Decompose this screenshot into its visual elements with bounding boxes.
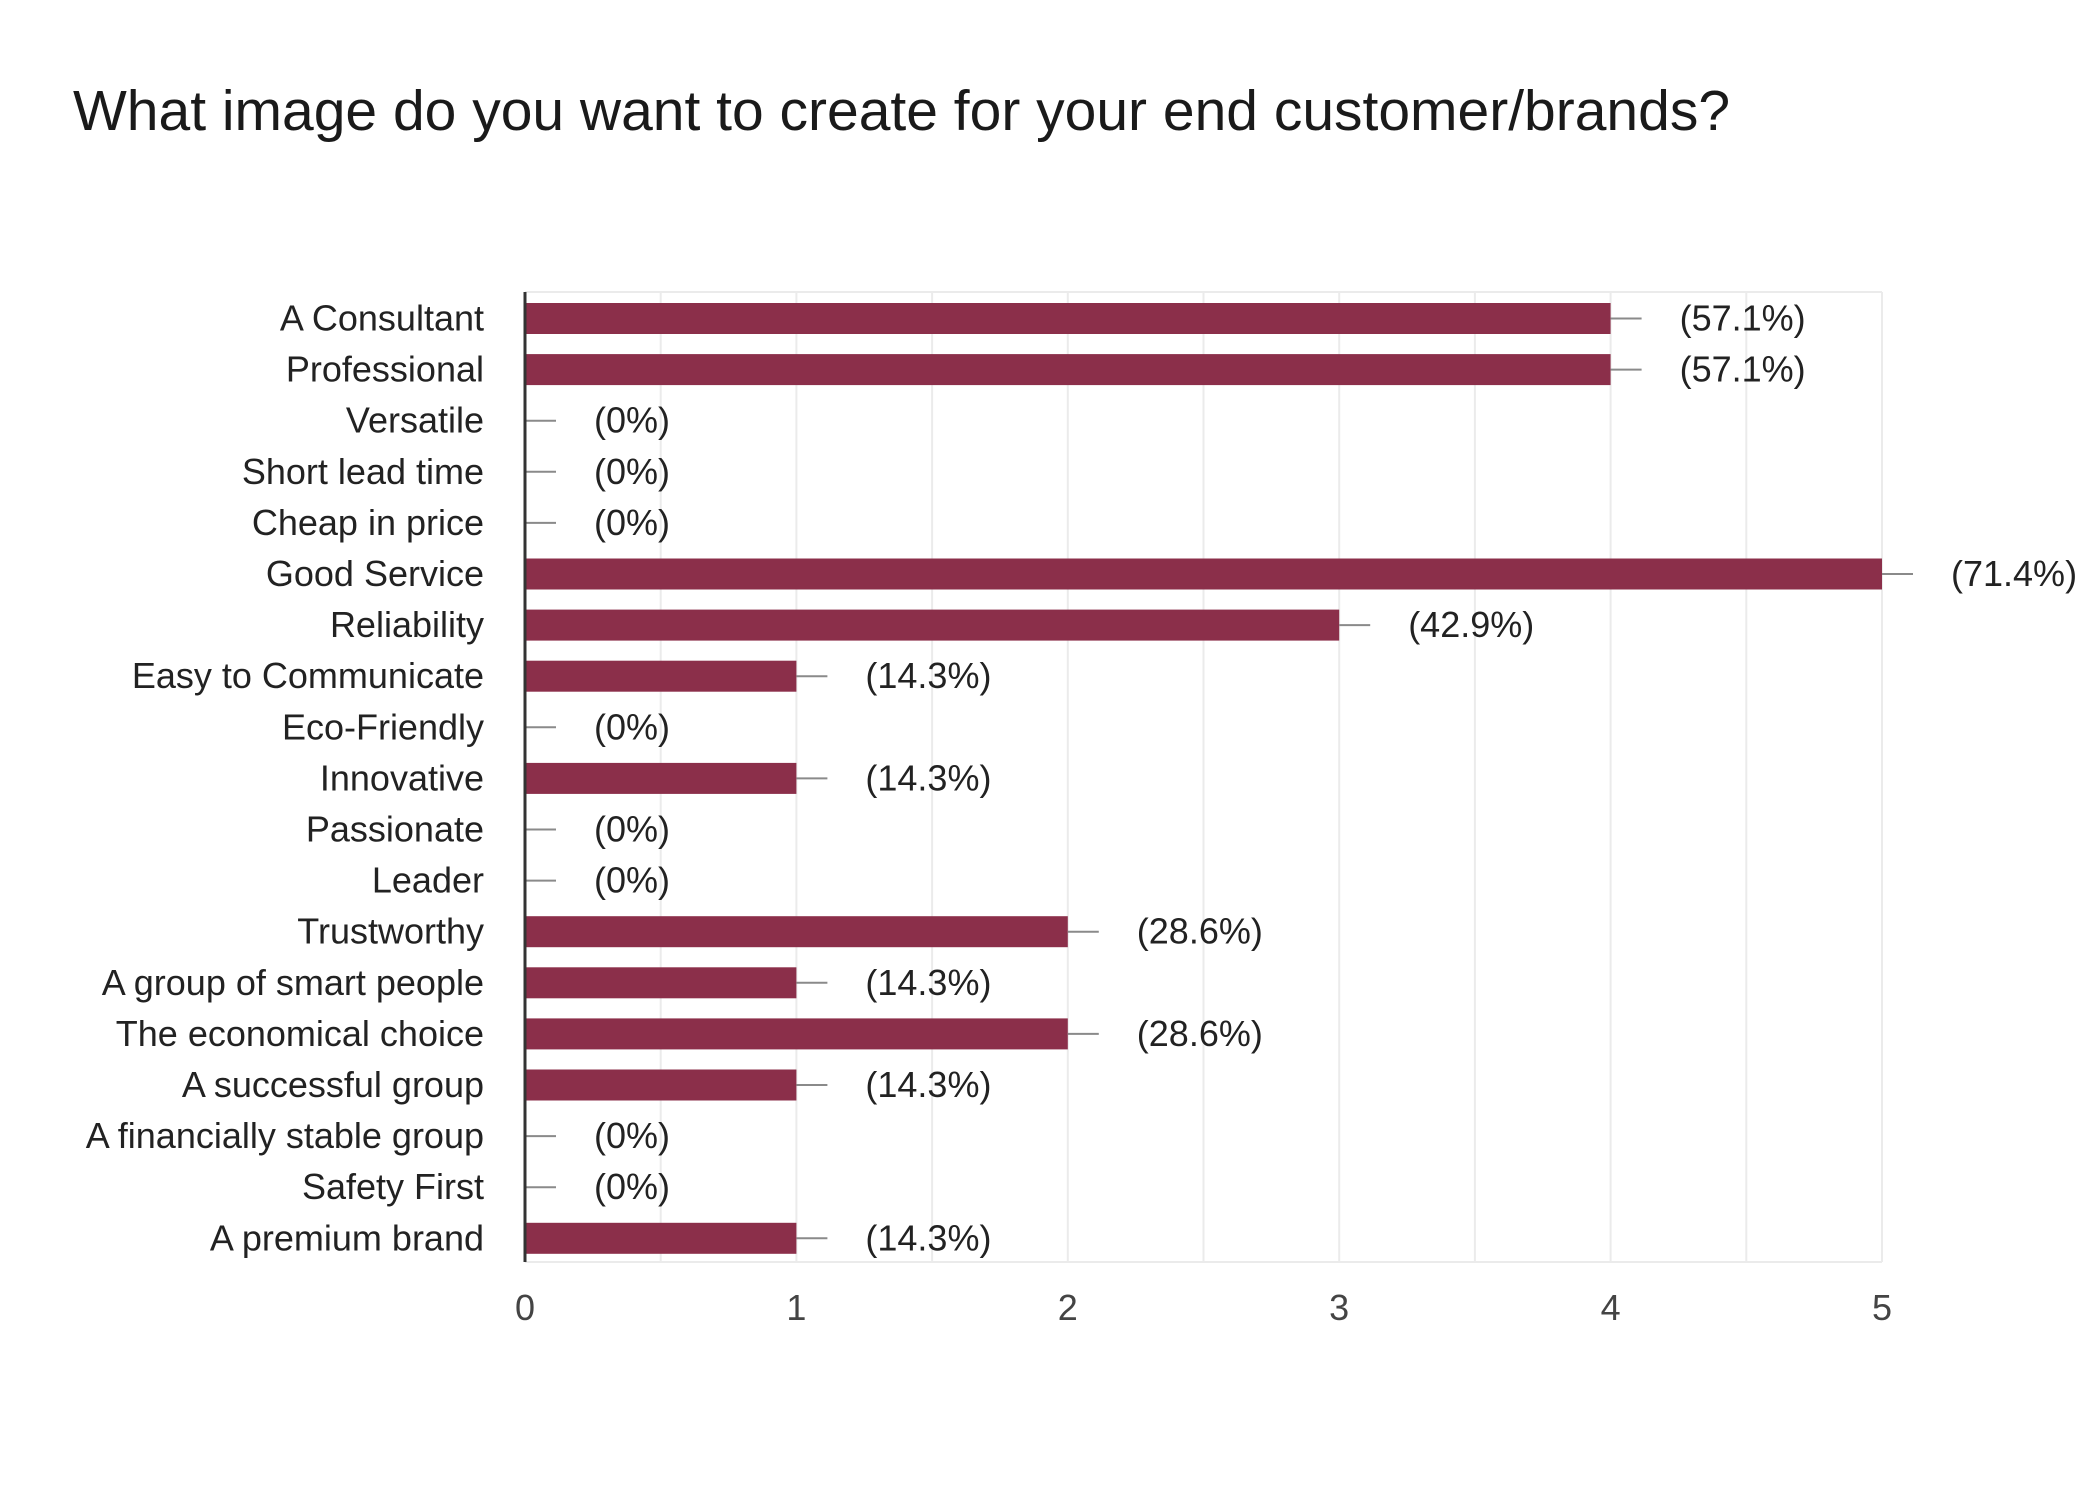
data-label: (0%): [594, 1166, 670, 1207]
data-label: (28.6%): [1137, 1013, 1263, 1054]
data-label: (42.9%): [1408, 604, 1534, 645]
data-label: (0%): [594, 706, 670, 747]
data-label: (57.1%): [1680, 298, 1806, 339]
x-tick-label: 0: [515, 1287, 535, 1328]
x-tick-label: 2: [1058, 1287, 1078, 1328]
bar: [525, 558, 1882, 590]
data-label: (0%): [594, 860, 670, 901]
category-label: Versatile: [346, 400, 484, 441]
bars: [525, 303, 1913, 1254]
category-label: A group of smart people: [102, 962, 484, 1003]
category-label: Trustworthy: [297, 911, 484, 952]
data-label: (14.3%): [865, 1217, 991, 1258]
category-label: A successful group: [182, 1064, 484, 1105]
bar: [525, 1018, 1068, 1050]
bar: [525, 609, 1340, 641]
category-label: Professional: [286, 349, 484, 390]
data-label: (0%): [594, 400, 670, 441]
category-label: Good Service: [266, 553, 484, 594]
data-label: (0%): [594, 451, 670, 492]
category-label: Short lead time: [242, 451, 484, 492]
category-label: A Consultant: [280, 298, 484, 339]
data-label: (57.1%): [1680, 349, 1806, 390]
category-label: Innovative: [320, 757, 484, 798]
chart-title: What image do you want to create for you…: [73, 79, 1731, 143]
bar: [525, 660, 797, 692]
category-label: Cheap in price: [252, 502, 484, 543]
data-label: (14.3%): [865, 655, 991, 696]
bar: [525, 1069, 797, 1101]
labels: (57.1%) A Consultant (57.1%) Professional (0…: [86, 298, 2077, 1259]
category-label: Reliability: [330, 604, 484, 645]
x-tick-label: 4: [1601, 1287, 1621, 1328]
data-label: (14.3%): [865, 1064, 991, 1105]
data-label: (71.4%): [1951, 553, 2077, 594]
category-label: Safety First: [302, 1166, 484, 1207]
data-label: (14.3%): [865, 757, 991, 798]
data-label: (0%): [594, 809, 670, 850]
bar: [525, 762, 797, 794]
x-tick-label: 1: [786, 1287, 806, 1328]
category-label: Eco-Friendly: [282, 706, 484, 747]
bar: [525, 354, 1611, 386]
category-label: A financially stable group: [86, 1115, 484, 1156]
bar: [525, 967, 797, 999]
category-label: Passionate: [306, 809, 484, 850]
data-label: (0%): [594, 502, 670, 543]
bar: [525, 303, 1611, 334]
data-label: (14.3%): [865, 962, 991, 1003]
category-label: Easy to Communicate: [132, 655, 484, 696]
bar: [525, 916, 1068, 948]
data-label: (28.6%): [1137, 911, 1263, 952]
bar: [525, 1222, 797, 1254]
category-label: The economical choice: [116, 1013, 484, 1054]
category-label: Leader: [372, 860, 484, 901]
axes: 0 1 2 3 4 5: [515, 292, 1892, 1328]
x-tick-label: 5: [1872, 1287, 1892, 1328]
x-tick-label: 3: [1329, 1287, 1349, 1328]
category-label: A premium brand: [210, 1217, 484, 1258]
data-label: (0%): [594, 1115, 670, 1156]
